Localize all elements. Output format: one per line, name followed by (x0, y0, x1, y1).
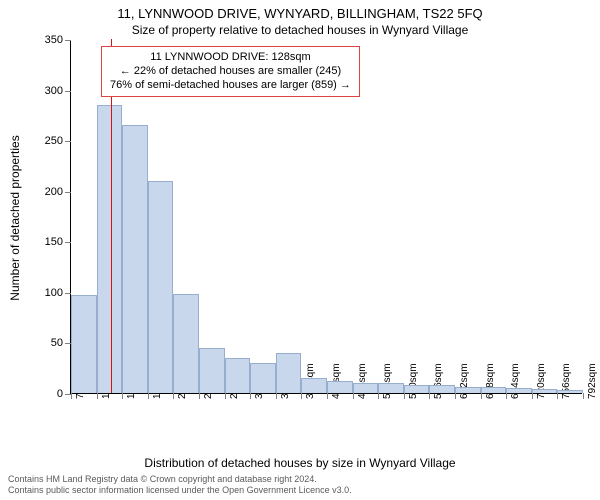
histogram-bar (148, 181, 174, 393)
x-tick (404, 393, 405, 399)
x-tick (148, 393, 149, 399)
x-tick (378, 393, 379, 399)
info-box-line: ← 22% of detached houses are smaller (24… (110, 65, 351, 79)
histogram-bar (122, 125, 148, 393)
histogram-bar (378, 383, 404, 393)
histogram-bar (532, 389, 558, 393)
histogram-bar (301, 378, 327, 393)
x-tick (225, 393, 226, 399)
x-tick (481, 393, 482, 399)
x-tick (199, 393, 200, 399)
x-tick (429, 393, 430, 399)
copyright-line-1: Contains HM Land Registry data © Crown c… (8, 474, 352, 485)
x-tick-label: 504sqm (382, 363, 393, 399)
x-tick (173, 393, 174, 399)
chart-area: 05010015020025030035072sqm108sqm144sqm18… (48, 40, 582, 424)
histogram-bar (557, 390, 583, 393)
x-tick (353, 393, 354, 399)
histogram-bar (71, 295, 97, 393)
y-tick-label: 350 (45, 34, 63, 46)
histogram-bar (225, 358, 251, 393)
histogram-bar (327, 381, 353, 393)
y-axis-title: Number of detached properties (8, 135, 22, 300)
page-title: 11, LYNNWOOD DRIVE, WYNYARD, BILLINGHAM,… (0, 0, 600, 21)
page-subtitle: Size of property relative to detached ho… (0, 21, 600, 41)
y-tick (65, 293, 71, 294)
x-tick (506, 393, 507, 399)
histogram-bar (481, 387, 507, 393)
histogram-bar (97, 105, 123, 393)
x-tick (455, 393, 456, 399)
x-tick (327, 393, 328, 399)
y-tick (65, 192, 71, 193)
histogram-bar (250, 363, 276, 393)
x-tick-label: 792sqm (587, 363, 598, 399)
histogram-bar (404, 385, 430, 393)
x-tick (71, 393, 72, 399)
y-tick (65, 40, 71, 41)
y-tick (65, 141, 71, 142)
histogram-bar (429, 385, 455, 393)
x-tick (97, 393, 98, 399)
histogram-bar (173, 294, 199, 393)
x-tick (557, 393, 558, 399)
x-tick-label: 540sqm (408, 363, 419, 399)
x-tick (276, 393, 277, 399)
y-tick-label: 300 (45, 85, 63, 97)
y-tick (65, 91, 71, 92)
histogram-bar (353, 383, 379, 393)
histogram-bar (199, 348, 225, 394)
x-tick-label: 648sqm (485, 363, 496, 399)
copyright-line-2: Contains public sector information licen… (8, 485, 352, 496)
x-tick-label: 756sqm (561, 363, 572, 399)
histogram-bar (276, 353, 302, 393)
info-box: 11 LYNNWOOD DRIVE: 128sqm← 22% of detach… (101, 46, 360, 97)
x-axis-title: Distribution of detached houses by size … (0, 456, 600, 470)
y-tick-label: 200 (45, 186, 63, 198)
y-tick-label: 50 (51, 337, 63, 349)
histogram-bar (455, 387, 481, 393)
histogram-bar (506, 388, 532, 393)
x-tick (122, 393, 123, 399)
copyright-notice: Contains HM Land Registry data © Crown c… (8, 474, 352, 496)
x-tick (250, 393, 251, 399)
info-box-line: 76% of semi-detached houses are larger (… (110, 79, 351, 93)
y-tick (65, 242, 71, 243)
x-tick-label: 720sqm (536, 363, 547, 399)
plot-area: 05010015020025030035072sqm108sqm144sqm18… (70, 40, 582, 394)
x-tick-label: 468sqm (357, 363, 368, 399)
x-tick-label: 684sqm (510, 363, 521, 399)
y-tick-label: 250 (45, 135, 63, 147)
x-tick (301, 393, 302, 399)
x-tick-label: 576sqm (433, 363, 444, 399)
x-tick (583, 393, 584, 399)
info-box-line: 11 LYNNWOOD DRIVE: 128sqm (110, 51, 351, 65)
y-tick-label: 150 (45, 236, 63, 248)
x-tick-label: 612sqm (459, 363, 470, 399)
x-tick (532, 393, 533, 399)
y-tick-label: 0 (57, 388, 63, 400)
y-tick-label: 100 (45, 287, 63, 299)
